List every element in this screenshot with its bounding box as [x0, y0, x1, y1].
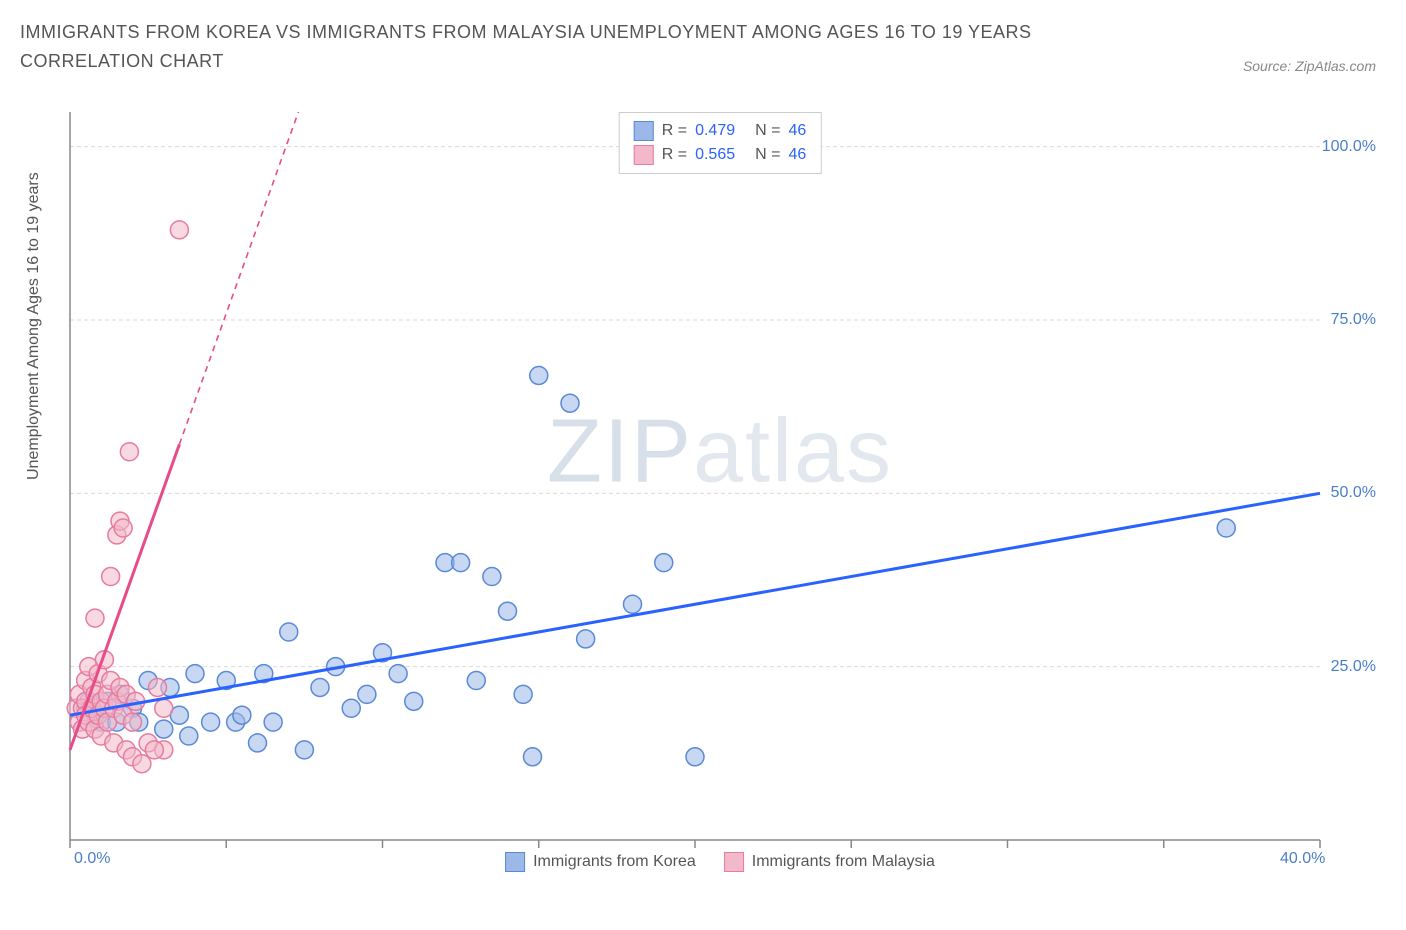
y-tick-label: 25.0%: [1331, 658, 1376, 676]
legend-item-korea: Immigrants from Korea: [505, 852, 696, 872]
stat-n-value: 46: [788, 146, 806, 164]
legend-swatch-malaysia: [634, 145, 654, 165]
stat-r-value: 0.479: [695, 122, 735, 140]
stat-n-label: N =: [755, 146, 780, 164]
scatter-plot-svg: [60, 110, 1380, 870]
chart-area: ZIPatlas R = 0.479 N = 46 R = 0.565 N = …: [60, 110, 1380, 870]
legend-label: Immigrants from Korea: [533, 853, 696, 871]
legend-swatch-korea: [505, 852, 525, 872]
stat-r-label: R =: [662, 146, 687, 164]
stat-n-label: N =: [755, 122, 780, 140]
x-tick-label: 40.0%: [1280, 850, 1325, 868]
stats-legend: R = 0.479 N = 46 R = 0.565 N = 46: [619, 112, 822, 174]
legend-label: Immigrants from Malaysia: [752, 853, 935, 871]
y-tick-label: 100.0%: [1322, 138, 1376, 156]
stat-r-label: R =: [662, 122, 687, 140]
header: IMMIGRANTS FROM KOREA VS IMMIGRANTS FROM…: [0, 0, 1406, 76]
legend-swatch-korea: [634, 121, 654, 141]
series-legend: Immigrants from Korea Immigrants from Ma…: [505, 852, 935, 872]
stats-legend-row: R = 0.479 N = 46: [634, 119, 807, 143]
y-axis-label: Unemployment Among Ages 16 to 19 years: [25, 172, 43, 480]
chart-title: IMMIGRANTS FROM KOREA VS IMMIGRANTS FROM…: [20, 18, 1120, 76]
legend-item-malaysia: Immigrants from Malaysia: [724, 852, 935, 872]
legend-swatch-malaysia: [724, 852, 744, 872]
y-tick-label: 50.0%: [1331, 484, 1376, 502]
y-tick-label: 75.0%: [1331, 311, 1376, 329]
stat-r-value: 0.565: [695, 146, 735, 164]
stats-legend-row: R = 0.565 N = 46: [634, 143, 807, 167]
source-label: Source: ZipAtlas.com: [1243, 18, 1386, 74]
x-tick-label: 0.0%: [74, 850, 110, 868]
stat-n-value: 46: [788, 122, 806, 140]
